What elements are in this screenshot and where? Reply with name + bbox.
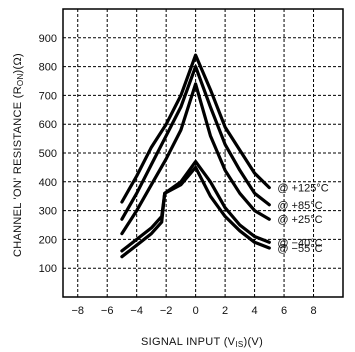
y-tick-labels: 100 200 300 400 500 600 700 800 900 — [39, 33, 57, 275]
x-tick-label: 0 — [193, 305, 199, 317]
curves — [120, 53, 271, 259]
x-tick-label: 2 — [222, 305, 228, 317]
x-tick-label: 4 — [252, 305, 258, 317]
plot-frame — [62, 8, 344, 298]
series-line-1 — [120, 64, 271, 221]
y-tick-label: 400 — [39, 177, 57, 189]
y-tick-label: 500 — [39, 148, 57, 160]
x-tick-label: −2 — [160, 305, 173, 317]
y-tick-label: 800 — [39, 62, 57, 74]
x-tick-label: 6 — [281, 305, 287, 317]
x-tick-label: −4 — [130, 305, 143, 317]
series-label-2: @ +25°C — [277, 214, 322, 226]
x-tick-label: 8 — [310, 305, 316, 317]
x-axis-title: SIGNAL INPUT (VIS)(V) — [141, 336, 263, 349]
y-tick-label: 100 — [39, 263, 57, 275]
y-tick-label: 200 — [39, 234, 57, 246]
x-tick-label: −8 — [71, 305, 84, 317]
series-line-2 — [120, 82, 271, 236]
series-label-0: @ +125°C — [277, 183, 328, 195]
series-line-0 — [120, 53, 271, 204]
x-tick-label: −6 — [101, 305, 114, 317]
x-tick-labels: −8 −6 −4 −2 0 2 4 6 8 — [71, 305, 316, 317]
y-tick-label: 900 — [39, 33, 57, 45]
y-tick-label: 300 — [39, 206, 57, 218]
series-labels: @ +125°C @ +85°C @ +25°C @ −40°C@ −55°C — [277, 183, 328, 255]
y-tick-label: 700 — [39, 90, 57, 102]
series-line-4 — [120, 165, 271, 259]
y-axis-title: CHANNEL 'ON' RESISTANCE (RON)(Ω) — [12, 53, 25, 257]
series-label-4: @ −55°C — [277, 243, 322, 255]
y-tick-label: 600 — [39, 119, 57, 131]
series-label-1: @ +85°C — [277, 200, 322, 212]
series-label-3: @ −40°C — [277, 237, 322, 249]
series-line-3 — [120, 160, 271, 253]
